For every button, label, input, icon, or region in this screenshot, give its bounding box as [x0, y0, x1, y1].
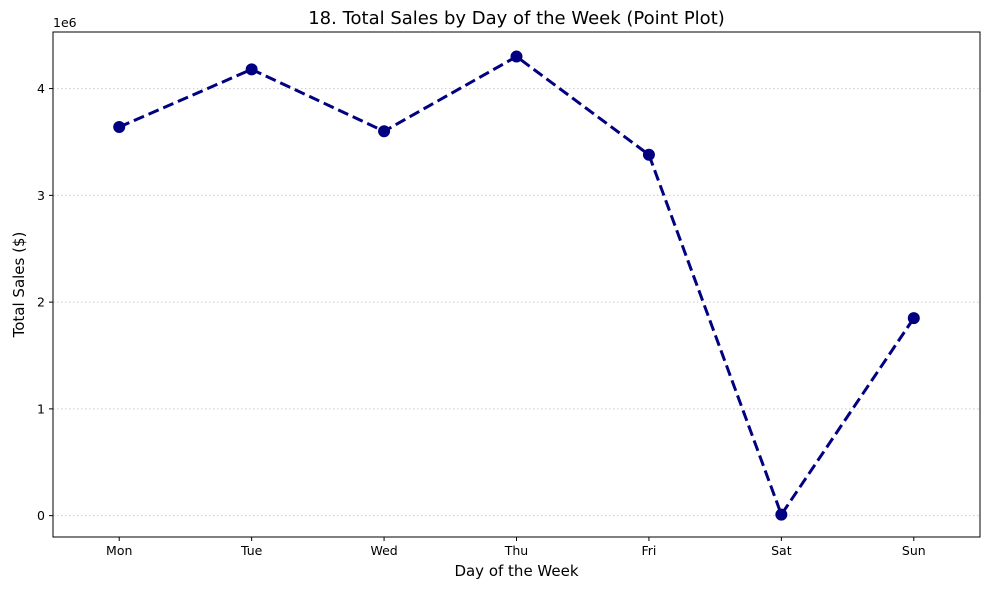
y-tick-label: 0: [37, 508, 45, 523]
y-tick-label: 2: [37, 295, 45, 310]
x-axis-ticks: Mon Tue Wed Thu Fri Sat Sun: [106, 537, 926, 558]
x-tick-label: Fri: [641, 543, 656, 558]
x-axis-label: Day of the Week: [454, 562, 578, 580]
y-tick-label: 3: [37, 188, 45, 203]
y-axis-ticks: 0 1 2 3 4: [37, 81, 53, 523]
data-point-wed: [378, 125, 391, 138]
marker-layer: [113, 50, 920, 521]
data-point-tue: [245, 63, 258, 76]
x-tick-label: Thu: [504, 543, 528, 558]
data-point-sun: [907, 312, 920, 325]
plot-area-frame: [52, 31, 981, 538]
chart-title: 18. Total Sales by Day of the Week (Poin…: [308, 8, 725, 29]
x-tick-label: Wed: [370, 543, 397, 558]
data-point-mon: [113, 121, 126, 134]
y-axis-offset-label: 1e6: [53, 15, 77, 30]
y-tick-label: 4: [37, 81, 45, 96]
y-tick-label: 1: [37, 401, 45, 416]
data-point-fri: [642, 148, 655, 161]
grid-layer: [53, 88, 980, 517]
x-tick-label: Sat: [771, 543, 792, 558]
x-tick-label: Sun: [902, 543, 926, 558]
series-line: [118, 55, 916, 517]
x-tick-label: Mon: [106, 543, 132, 558]
data-point-thu: [510, 50, 523, 63]
x-tick-label: Tue: [240, 543, 263, 558]
y-axis-label: Total Sales ($): [10, 232, 28, 339]
data-point-sat: [775, 508, 788, 521]
series-line-layer: [118, 55, 916, 517]
